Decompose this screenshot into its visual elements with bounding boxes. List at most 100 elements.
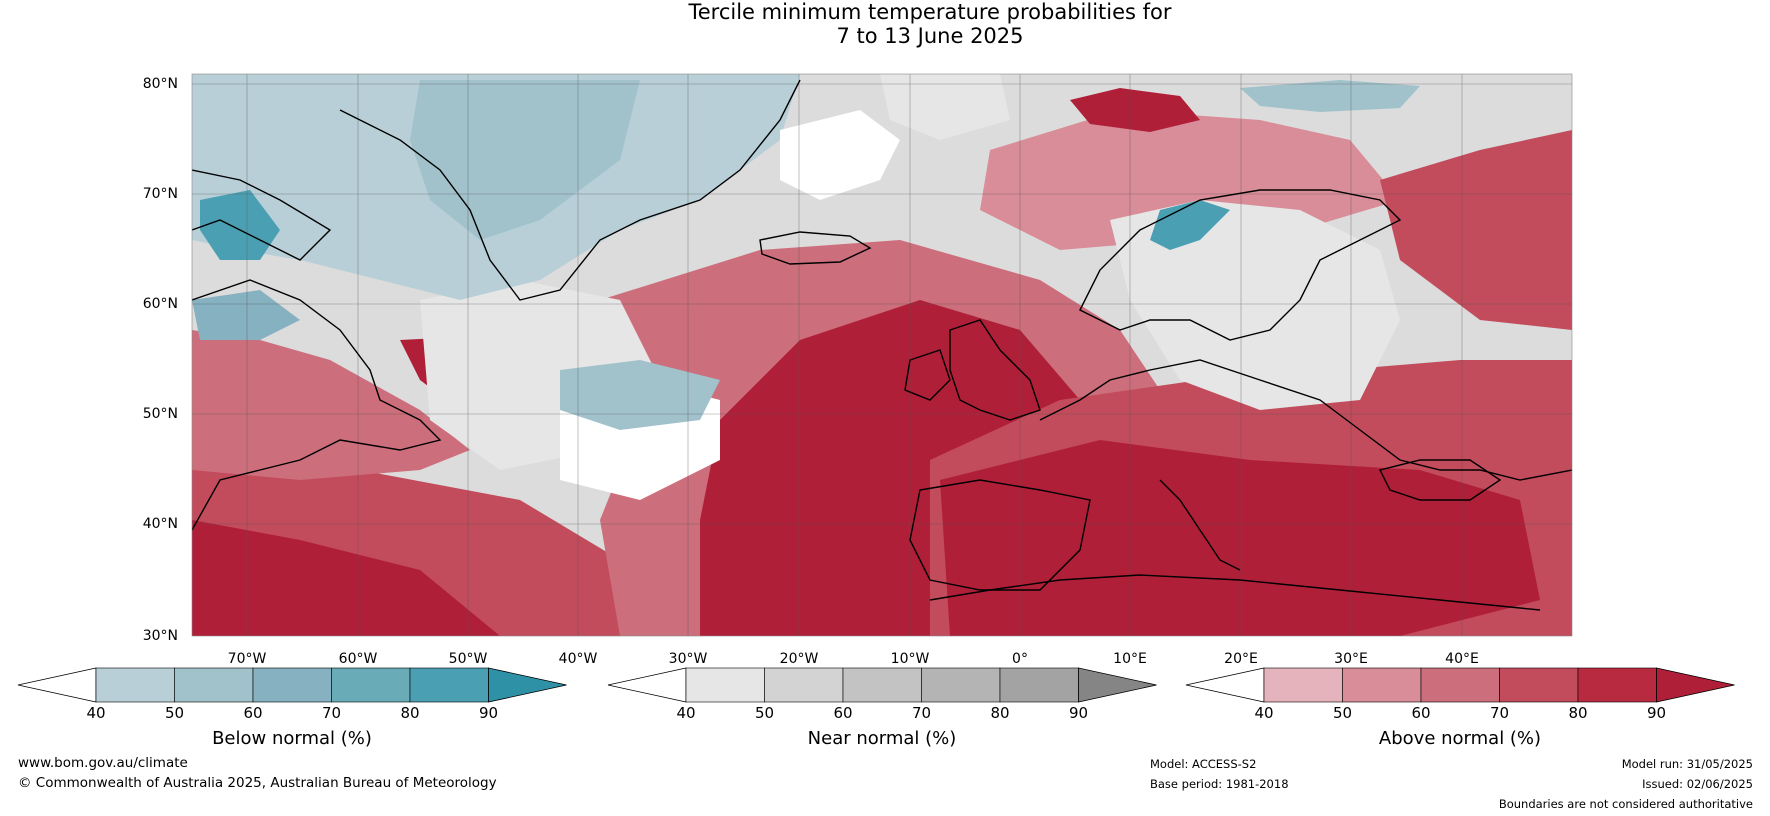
lon-label-40w: 40°W: [559, 651, 598, 667]
colorbar-near-normal: [607, 667, 1157, 703]
colorbar-segment: [95, 667, 175, 703]
coast-europe-mainland: [1039, 359, 1572, 481]
lat-label-40n: 40°N: [143, 516, 178, 532]
colorbar-tick-label: 90: [1068, 704, 1089, 722]
colorbar-segment: [999, 667, 1079, 703]
colorbar-tick-label: 50: [1332, 704, 1353, 722]
coast-uk: [949, 319, 1041, 421]
footer-disclaimer: Boundaries are not considered authoritat…: [1498, 797, 1753, 811]
lon-label-70w: 70°W: [228, 651, 267, 667]
colorbar-title-below: Below normal (%): [212, 728, 372, 749]
region-above-russia: [1380, 130, 1572, 330]
colorbar-segment: [842, 667, 922, 703]
colorbar-tick-label: 90: [1646, 704, 1667, 722]
colorbar-tick-label: 70: [911, 704, 932, 722]
colorbar-segment: [1420, 667, 1500, 703]
graticule: [192, 74, 1572, 636]
lon-label-30e: 30°E: [1334, 651, 1368, 667]
map-title: Tercile minimum temperature probabilitie…: [0, 0, 1770, 48]
colorbar-extend-high: [1656, 667, 1735, 703]
coast-iceland: [759, 231, 872, 265]
colorbar-segment: [174, 667, 254, 703]
coast-iberia: [909, 479, 1091, 591]
colorbar-tick-label: 40: [676, 704, 696, 722]
coast-north-africa: [929, 574, 1541, 611]
region-below-arctic-east: [1240, 80, 1420, 112]
map-area: [192, 74, 1572, 636]
colorbar-tick-label: 80: [990, 704, 1010, 722]
coastlines: [192, 79, 1572, 611]
coast-baffin: [192, 169, 332, 261]
colorbar-segment: [252, 667, 332, 703]
lon-label-20w: 20°W: [780, 651, 819, 667]
colorbar-tick-label: 90: [478, 704, 499, 722]
colorbar-segment: [685, 667, 765, 703]
region-below-mid-atlantic: [560, 360, 720, 430]
lon-label-10e: 10°E: [1113, 651, 1147, 667]
colorbar-tick-label: 60: [243, 704, 263, 722]
colorbar-extend-high: [488, 667, 567, 703]
lat-label-50n: 50°N: [143, 406, 178, 422]
region-near-scandinavia: [1110, 200, 1400, 410]
region-below-labrador: [192, 290, 300, 340]
colorbar-tick-label: 50: [754, 704, 775, 722]
lat-label-30n: 30°N: [143, 628, 178, 644]
colorbar-extend-low: [17, 667, 97, 703]
lon-label-40e: 40°E: [1445, 651, 1479, 667]
colorbar-segment: [331, 667, 411, 703]
footer-base-period: Base period: 1981-2018: [1150, 777, 1289, 791]
region-above-southwest-strong: [192, 520, 500, 636]
lon-label-0: 0°: [1012, 651, 1028, 667]
colorbar-segment: [764, 667, 844, 703]
title-line-1: Tercile minimum temperature probabilitie…: [688, 0, 1172, 24]
lon-label-20e: 20°E: [1224, 651, 1258, 667]
colorbar-segment: [1499, 667, 1579, 703]
colorbar-tick-label: 70: [321, 704, 342, 722]
colorbar-tick-label: 70: [1489, 704, 1510, 722]
colorbar-segment: [1342, 667, 1422, 703]
region-below-baffin: [200, 190, 280, 260]
region-white-east-greenland: [780, 110, 900, 200]
colorbar-tick-label: 60: [1411, 704, 1431, 722]
footer-issued: Issued: 02/06/2025: [1642, 777, 1753, 791]
footer-copyright: © Commonwealth of Australia 2025, Austra…: [18, 775, 497, 791]
colorbar-below-normal: [17, 667, 567, 703]
footer-website: www.bom.gov.au/climate: [18, 755, 188, 771]
lon-label-60w: 60°W: [339, 651, 378, 667]
lon-labels: 70°W 60°W 50°W 40°W 30°W 20°W 10°W 0° 10…: [228, 651, 1479, 667]
region-below-norway-coast: [1150, 200, 1230, 250]
colorbar-tick-label: 80: [1568, 704, 1588, 722]
map-frame: [191, 73, 1573, 637]
colorbar-tick-label: 40: [1254, 704, 1274, 722]
colorbar-above-normal: [1185, 667, 1735, 703]
region-below-greenland-strong: [410, 80, 640, 240]
lon-label-50w: 50°W: [449, 651, 488, 667]
lon-label-10w: 10°W: [891, 651, 930, 667]
colorbar-extend-low: [607, 667, 687, 703]
colorbar-segment: [1263, 667, 1343, 703]
colorbar-segment: [921, 667, 1001, 703]
coast-italy: [1159, 479, 1241, 571]
region-above-canada: [192, 330, 470, 480]
footer-model-run: Model run: 31/05/2025: [1621, 757, 1753, 771]
footer-model: Model: ACCESS-S2: [1150, 757, 1257, 771]
colorbar-extend-low: [1185, 667, 1265, 703]
coast-labrador: [192, 279, 442, 531]
colorbar-tick-label: 50: [164, 704, 185, 722]
coast-scandinavia: [1079, 189, 1402, 341]
region-white-grey-arctic: [880, 74, 1010, 140]
colorbar-tick-label: 80: [400, 704, 420, 722]
coast-black-sea: [1378, 459, 1502, 501]
lon-label-30w: 30°W: [669, 651, 708, 667]
lat-label-60n: 60°N: [143, 296, 178, 312]
colorbar-tick-label: 40: [86, 704, 106, 722]
colorbar-extend-high: [1078, 667, 1157, 703]
lat-labels: 80°N 70°N 60°N 50°N 40°N 30°N: [143, 76, 178, 644]
colorbar-title-near: Near normal (%): [807, 728, 957, 749]
coast-greenland: [339, 79, 801, 301]
colorbar-segment: [409, 667, 489, 703]
title-line-2: 7 to 13 June 2025: [836, 24, 1024, 48]
colorbar-tick-label: 60: [833, 704, 853, 722]
lat-label-80n: 80°N: [143, 76, 178, 92]
